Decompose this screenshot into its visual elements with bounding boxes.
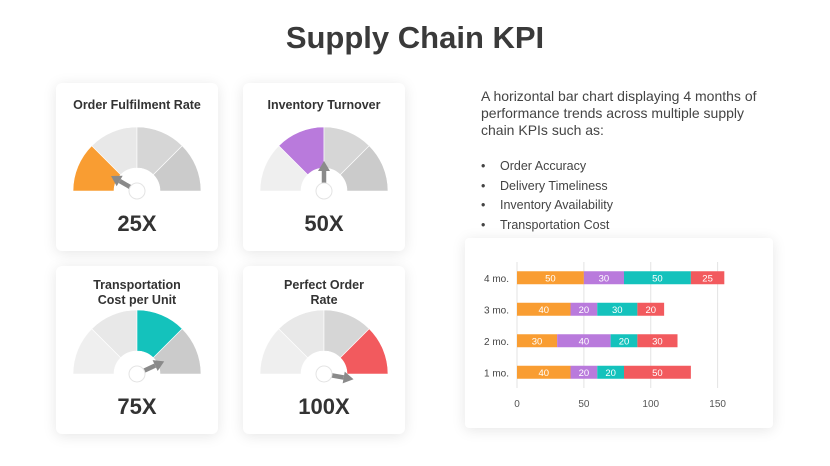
category-label: 4 mo.: [484, 274, 509, 285]
gauge-needle-tip: [111, 175, 123, 187]
bar-data-label: 40: [579, 336, 590, 347]
bullet-item: Transportation Cost: [481, 217, 613, 237]
bar-data-label: 40: [538, 368, 549, 379]
x-tick-label: 100: [642, 399, 659, 410]
bar-data-label: 25: [702, 273, 713, 284]
bar-segment: [517, 271, 584, 285]
gauge-value: 50X: [304, 211, 344, 236]
gauge-hub: [315, 365, 333, 383]
bar-segment: [597, 365, 624, 379]
stacked-bar-chart: 0 50 100 150 4 mo. 50 30 50 25 3 mo. 40 20 30 20 2 mo.…: [484, 262, 726, 410]
gauge-needle-tip: [152, 360, 165, 371]
gauge-label: Perfect Order Rate: [284, 278, 364, 307]
gauge-inventory-turnover: [259, 126, 389, 200]
bullet-item: Delivery Timeliness: [481, 178, 613, 198]
x-tick-label: 0: [514, 399, 520, 410]
bar-data-label: 20: [579, 368, 590, 379]
bar-segment: [597, 302, 638, 316]
bar-data-label: 20: [645, 305, 656, 316]
gauge-segment: [339, 328, 389, 375]
bar-data-label: 20: [579, 305, 590, 316]
bar-data-label: 30: [599, 273, 610, 284]
category-label: 2 mo.: [484, 337, 509, 348]
bar-segment: [517, 365, 571, 379]
bar-segment: [637, 334, 678, 348]
bar-chart-card: 0 50 100 150 4 mo. 50 30 50 25 3 mo. 40 20 30 20 2 mo.…: [465, 238, 773, 428]
gauge-hub: [315, 182, 333, 200]
bar-data-label: 30: [652, 336, 663, 347]
bar-segment: [583, 271, 624, 285]
x-tick-label: 50: [578, 399, 590, 410]
bar-segment: [610, 334, 638, 348]
bar-data-label: 50: [545, 273, 556, 284]
gauge-card-inventory-turnover: Inventory Turnover 50X: [243, 83, 405, 251]
bar-segment: [624, 365, 691, 379]
bullet-item: Order Accuracy: [481, 158, 613, 178]
gauge-perfect-order: [259, 309, 389, 384]
gauge-hub: [128, 182, 146, 200]
category-label: 1 mo.: [484, 368, 509, 379]
bar-segment: [637, 302, 665, 316]
category-label: 3 mo.: [484, 305, 509, 316]
gauge-card-transportation-cost: Transportation Cost per Unit 75X: [56, 266, 218, 434]
gauge-hub: [128, 365, 146, 383]
gauge-value: 25X: [117, 211, 157, 236]
bar-data-label: 20: [619, 336, 630, 347]
bar-segment: [624, 271, 691, 285]
bar-data-label: 20: [605, 368, 616, 379]
gauge-value: 75X: [117, 394, 157, 419]
bar-segment: [517, 334, 558, 348]
gauge-needle-tip: [342, 371, 354, 384]
bar-data-label: 30: [612, 305, 623, 316]
gauge-segment: [152, 145, 202, 192]
gauge-segment: [339, 145, 389, 192]
gauge-card-perfect-order: Perfect Order Rate 100X: [243, 266, 405, 434]
bar-segment: [517, 302, 571, 316]
bar-data-label: 40: [538, 305, 549, 316]
bar-segment: [570, 302, 598, 316]
page-title: Supply Chain KPI: [285, 20, 545, 55]
gauge-transportation-cost: [72, 309, 202, 383]
gauge-label: Inventory Turnover: [267, 98, 381, 112]
bar-segment: [570, 365, 598, 379]
gauge-value: 100X: [298, 394, 350, 419]
gauge-order-fulfilment: [72, 126, 202, 200]
bar-data-label: 30: [532, 336, 543, 347]
kpi-bullet-list: Order Accuracy Delivery Timeliness Inven…: [481, 158, 613, 236]
gauge-label: Transportation Cost per Unit: [93, 278, 181, 307]
bullet-item: Inventory Availability: [481, 197, 613, 217]
gauge-needle-tip: [318, 161, 330, 171]
bar-data-label: 50: [652, 273, 663, 284]
x-tick-label: 150: [709, 399, 726, 410]
bar-data-label: 50: [652, 368, 663, 379]
gauge-label: Order Fulfilment Rate: [73, 98, 201, 112]
gauge-card-order-fulfilment: Order Fulfilment Rate 25X: [56, 83, 218, 251]
chart-description: A horizontal bar chart displaying 4 mont…: [481, 88, 757, 138]
bar-segment: [557, 334, 611, 348]
bar-segment: [690, 271, 725, 285]
